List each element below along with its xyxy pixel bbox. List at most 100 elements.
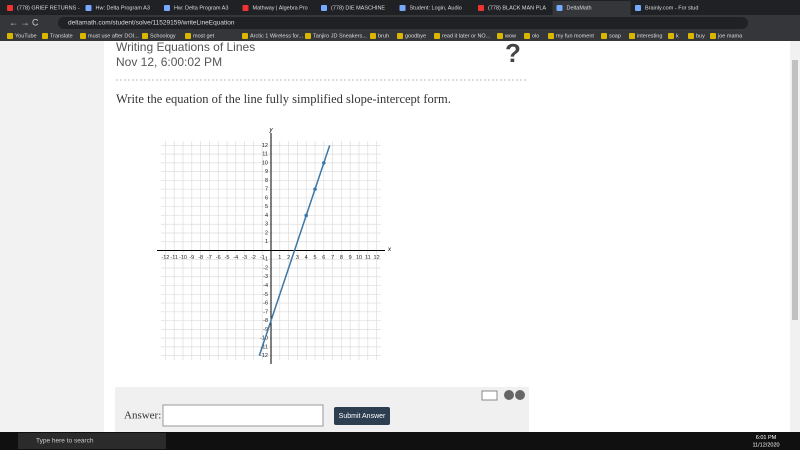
x-tick-label: -8	[198, 255, 203, 261]
nav-buttons[interactable]: ← → C	[9, 17, 39, 27]
y-tick-label: 7	[265, 187, 268, 193]
bookmark-icon	[497, 33, 503, 39]
bookmark-icon	[80, 33, 86, 39]
heading: Writing Equations of Lines	[116, 40, 255, 54]
tab-icon	[85, 5, 92, 11]
tab-title[interactable]: Mathway | Algebra Pro	[253, 5, 308, 11]
submit-label: Submit Answer	[339, 413, 386, 420]
tab-icon	[478, 5, 484, 11]
tab-title[interactable]: (778) GRIEF RETURNS -	[17, 5, 80, 11]
bookmark-icon	[7, 33, 13, 39]
y-tick-label: 12	[262, 143, 268, 149]
tab-title[interactable]: Hw: Delta Program A3	[96, 5, 150, 11]
y-tick-label: 8	[265, 178, 268, 184]
scroll-thumb[interactable]	[792, 60, 798, 320]
y-tick-label: -5	[263, 292, 268, 298]
answer-input[interactable]	[162, 404, 324, 427]
bookmark[interactable]: joe mama	[717, 33, 743, 39]
x-tick-label: 6	[322, 255, 325, 261]
tab-active[interactable]	[552, 1, 631, 15]
tab-icon	[556, 5, 563, 11]
bookmark-icon	[185, 33, 191, 39]
bookmark[interactable]: YouTube	[15, 33, 37, 39]
x-tick-label: 9	[349, 255, 352, 261]
bookmark-icon	[434, 33, 440, 39]
tab-title[interactable]: (778) DIE MASCHINE	[331, 5, 385, 11]
bookmark[interactable]: goodbye	[405, 33, 426, 39]
bookmark[interactable]: buy	[696, 33, 705, 39]
tab-icon	[321, 5, 327, 11]
bookmark[interactable]: read it later or NO...	[442, 33, 491, 39]
bookmark-icon	[305, 33, 311, 39]
y-tick-label: 11	[262, 152, 268, 158]
tab-icon	[7, 5, 13, 11]
bookmark-icon	[397, 33, 403, 39]
line	[258, 145, 331, 356]
bookmark[interactable]: my fun moment	[556, 33, 594, 39]
url-field[interactable]	[58, 17, 748, 29]
y-tick-label: -4	[263, 283, 268, 289]
x-tick-label: 5	[313, 255, 316, 261]
y-tick-label: -1	[263, 257, 268, 263]
y-tick-label: 4	[265, 213, 268, 219]
bookmark[interactable]: wow	[504, 33, 516, 39]
bookmark[interactable]: Translate	[50, 33, 73, 39]
bookmark[interactable]: olo	[532, 33, 539, 39]
y-tick-label: -6	[263, 301, 268, 307]
bookmark[interactable]: Tanjiro JD Sneakers...	[313, 33, 367, 39]
zoom-out[interactable]	[515, 390, 525, 400]
y-tick-label: -10	[260, 336, 268, 342]
y-tick-label: -11	[260, 344, 268, 350]
bookmark[interactable]: interesting	[637, 33, 662, 39]
bookmark-icon	[601, 33, 607, 39]
x-tick-label: -4	[233, 255, 238, 261]
y-tick-label: -3	[263, 274, 268, 280]
tab-title[interactable]: (778) BLACK MAN PLA	[488, 5, 546, 11]
bookmark[interactable]: bruh	[378, 33, 389, 39]
bookmark[interactable]: Arctic 1 Wireless for...	[250, 33, 304, 39]
point	[322, 161, 326, 165]
bookmark[interactable]: k	[676, 33, 679, 39]
bookmark[interactable]: soap	[609, 33, 621, 39]
y-tick-label: 1	[265, 239, 268, 245]
keyboard-icon[interactable]	[481, 390, 498, 401]
bookmark-icon	[242, 33, 248, 39]
tab-title[interactable]: DeltaMath	[567, 5, 592, 11]
search-text: Type here to search	[36, 438, 94, 445]
graph: -12 -11 -10 -9 -8 -7 -6 -5 -4 -3 -2 -1 1 2 3 4 5 6 7 8 9 10 11…	[157, 128, 392, 364]
bookmark-icon	[548, 33, 554, 39]
y-tick-label: 6	[265, 195, 268, 201]
help-icon[interactable]: ?	[505, 38, 521, 68]
y-tick-label: -8	[263, 318, 268, 324]
y-tick-label: 5	[265, 204, 268, 210]
tab-title[interactable]: Brainly.com - For stud	[645, 5, 698, 11]
x-tick-label: -3	[242, 255, 247, 261]
clock-date: 11/12/2020	[752, 442, 779, 448]
date: Nov 12, 6:00:02 PM	[116, 55, 222, 69]
x-tick-label: -7	[207, 255, 212, 261]
x-tick-label: -2	[251, 255, 256, 261]
x-tick-label: 1	[278, 255, 281, 261]
bookmark-icon	[710, 33, 716, 39]
x-tick-label: -9	[189, 255, 194, 261]
zoom-in[interactable]	[504, 390, 514, 400]
tab-icon	[164, 5, 170, 11]
tab-title[interactable]: Hw: Delta Program A3	[174, 5, 228, 11]
tab-title[interactable]: Student: Login, Audio	[410, 5, 462, 11]
point	[304, 213, 309, 218]
bookmark-icon	[142, 33, 148, 39]
bookmark[interactable]: must use after DOI...	[88, 33, 139, 39]
y-tick-label: -9	[263, 327, 268, 333]
answer-label: Answer:	[124, 410, 161, 422]
x-tick-label: 11	[365, 255, 371, 261]
x-tick-label: 4	[305, 255, 308, 261]
tab-icon	[635, 5, 641, 11]
x-tick-label: 8	[340, 255, 343, 261]
bookmark[interactable]: most get	[193, 33, 215, 39]
search-box[interactable]	[18, 433, 166, 449]
bookmark[interactable]: Schoology	[150, 33, 176, 39]
x-tick-label: -1	[260, 255, 265, 261]
submit-button[interactable]	[334, 407, 390, 425]
bookmark-icon	[42, 33, 48, 39]
